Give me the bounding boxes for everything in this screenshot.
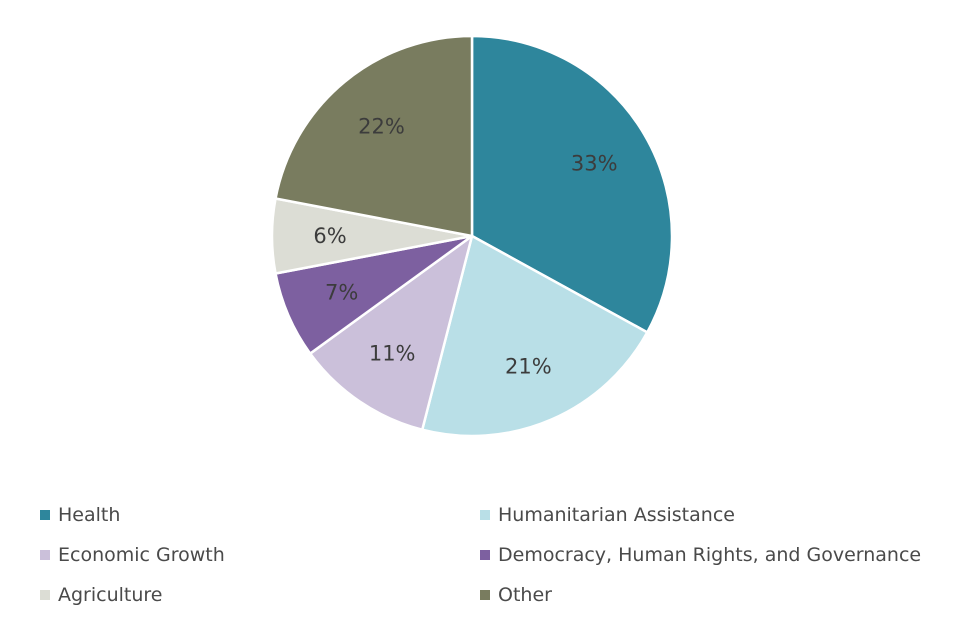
legend-label: Humanitarian Assistance [498,504,735,526]
legend-label: Other [498,584,552,606]
pie-slice-humanitarian-assistance [421,234,649,438]
slice-label-economic-growth: 11% [369,341,416,365]
legend-swatch [40,590,50,600]
legend-swatch [480,590,490,600]
legend-label: Democracy, Human Rights, and Governance [498,544,921,566]
pie-slice-health [470,34,674,334]
legend-item-economic-growth: Economic Growth [40,544,225,566]
legend-item-health: Health [40,504,120,526]
legend-item-agriculture: Agriculture [40,584,163,606]
legend-label: Agriculture [58,584,163,606]
legend-item-other: Other [480,584,552,606]
slice-label-humanitarian-assistance: 21% [505,354,552,378]
pie-slices [270,34,674,438]
slice-label-agriculture: 6% [313,224,346,248]
slice-label-other: 22% [358,115,405,139]
legend-swatch [480,550,490,560]
legend-item-humanitarian-assistance: Humanitarian Assistance [480,504,735,526]
slice-label-health: 33% [571,152,618,176]
legend: Health Humanitarian Assistance Economic Gr… [40,504,921,606]
legend-swatch [40,550,50,560]
slice-label-democracy-human-rights-and-governance: 7% [325,280,358,304]
slice-labels: 33% 21% 11% 7% 6% 22% [313,115,617,379]
legend-label: Economic Growth [58,544,225,566]
legend-label: Health [58,504,120,526]
legend-swatch [40,510,50,520]
pie-slice-economic-growth [308,234,474,431]
legend-swatch [480,510,490,520]
legend-item-democracy-human-rights-and-governance: Democracy, Human Rights, and Governance [480,544,921,566]
pie-slice-other [274,34,474,238]
